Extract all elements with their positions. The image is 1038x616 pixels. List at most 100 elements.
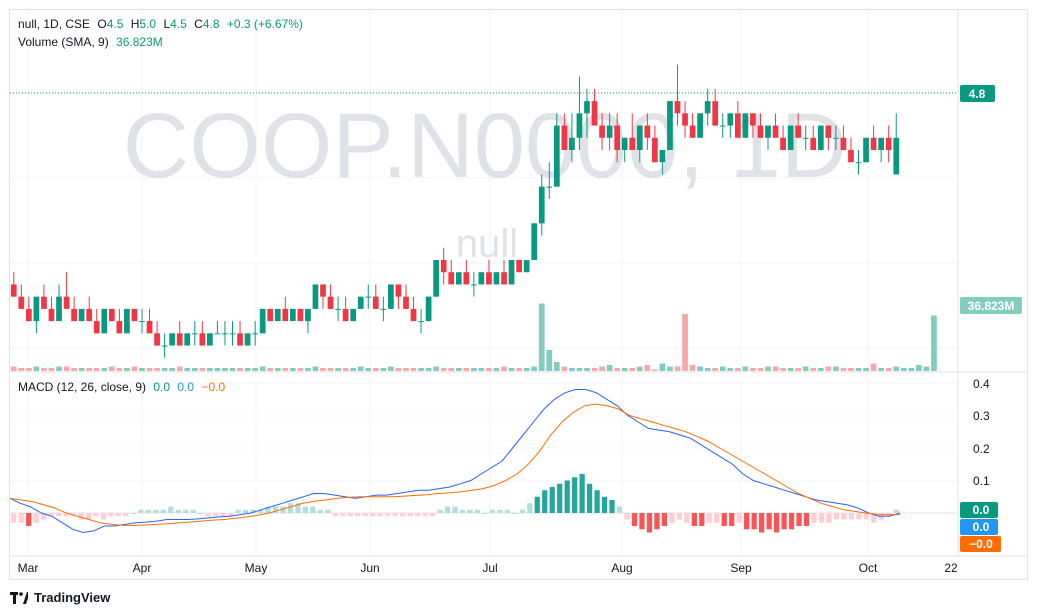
candle-body [734,113,741,138]
macd-hist-bar [781,513,787,530]
watermark-name: null [456,222,518,266]
candle-body [33,296,40,322]
volume-bars [10,303,937,371]
candle-body [86,308,93,322]
signal-line [9,403,900,526]
volume-bar [742,366,749,371]
macd-hist-bar [706,513,712,523]
macd-hist-bar [669,513,675,523]
macd-hist-bar [228,513,234,517]
volume-bar [780,368,786,371]
volume-bar [614,368,621,371]
volume-bar [644,365,651,371]
candle-body [569,137,575,150]
volume-bar [674,366,681,371]
macd-tick: 0.4 [973,377,990,391]
price-legend[interactable]: null, 1D, CSE O4.5 H5.0 L4.5 C4.8 +0.3 (… [18,17,307,31]
candle-body [116,321,123,334]
macd-hist-bar [654,513,660,530]
macd-hist-bar [414,513,421,517]
volume-bar [569,368,575,371]
volume-bar [817,368,824,371]
candle-body [802,137,809,139]
macd-hist-bar [26,513,32,526]
volume-bar [659,363,666,371]
candle-body [863,137,869,163]
volume-bar [222,368,228,371]
volume-bar [372,368,379,371]
volume-bar [599,366,605,371]
macd-hist-bar [691,513,697,526]
volume-bar [184,368,191,371]
macd-legend-hist: 0.0 [153,380,171,394]
ohlc-close: C4.8 [194,17,220,31]
candle-body [176,333,183,346]
candle-body [561,125,568,150]
hist-badge [960,502,998,518]
time-axis[interactable]: Mar Apr May Jun Jul Aug Sep Oct 22 [18,561,958,575]
volume-bar [267,368,274,371]
signal-badge-label: −0.0 [969,537,993,551]
volume-bar [885,368,892,371]
volume-bar [478,368,485,371]
macd-hist-bar [198,513,204,514]
last-volume-badge [960,297,1022,314]
macd-hist-bar [766,513,772,530]
macd-hist-bar [564,480,570,513]
volume-legend-label: Volume (SMA, 9) [18,35,109,49]
macd-hist-bar [340,513,346,517]
macd-hist-bar [848,513,855,520]
candle-body [757,125,764,138]
candle-body [719,125,726,127]
volume-legend[interactable]: Volume (SMA, 9) 36.823M [18,35,167,49]
candle-body [274,308,281,322]
macd-hist-bar [392,513,398,517]
ohlc-high: H5.0 [130,17,157,31]
candle-body [244,333,251,346]
last-price-label: 4.8 [969,87,986,101]
tradingview-attribution[interactable]: TradingView [10,590,110,605]
volume-bar [56,366,62,371]
volume-bar [282,368,289,371]
volume-bar [712,368,719,371]
macd-hist-bar [325,509,331,513]
candle-body [237,333,243,346]
volume-bar [855,368,862,371]
macd-hist-bar [220,513,226,517]
volume-bar [538,303,545,371]
candle-body [342,308,349,322]
macd-hist-bar [55,513,62,517]
macd-hist-bar [594,490,600,513]
signal-badge [960,536,1001,552]
volume-bar [229,368,236,371]
candle-body [410,308,417,322]
candle-body [727,113,734,126]
volume-bar [41,368,47,371]
volume-bar [727,368,734,371]
macd-hist-bar [699,513,705,526]
macd-hist-bar [302,506,309,513]
macd-hist-bar [123,513,129,517]
macd-hist-bar [803,513,810,526]
macd-hist-bar [108,513,114,517]
macd-axis: 0.4 0.3 0.2 0.1 [973,377,990,488]
volume-bar [448,368,455,371]
time-label-22: 22 [944,561,958,575]
macd-line [9,389,901,534]
macd-badge [960,519,998,535]
volume-bar [116,368,123,371]
macd-legend[interactable]: MACD (12, 26, close, 9) 0.0 0.0 −0.0 [18,380,229,394]
candle-body [538,186,545,224]
macd-hist-bar [168,506,174,513]
candle-body [388,284,394,309]
macd-hist-bar [310,506,316,513]
macd-hist-bar [459,509,466,513]
grid-lines [10,10,958,556]
watermark: COOP.N0000, 1D null [123,95,847,266]
volume-legend-value: 36.823M [116,35,163,49]
macd-hist-bar [863,513,869,520]
price-axis-badges: 4.8 36.823M 0.0 0.0 −0.0 [960,85,1022,552]
volume-bar [772,366,779,371]
volume-bar [591,368,598,371]
